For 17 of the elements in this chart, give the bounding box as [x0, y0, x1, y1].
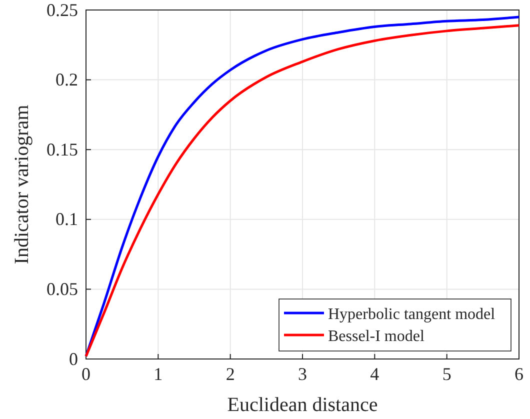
y-tick-label: 0.15: [46, 139, 78, 160]
x-tick-label: 5: [442, 364, 452, 384]
x-tick-label: 3: [298, 364, 307, 384]
y-tick-label: 0: [69, 348, 78, 369]
y-tick-label: 0.1: [56, 209, 78, 230]
x-tick-label: 1: [154, 364, 163, 384]
x-tick-label: 4: [370, 364, 380, 384]
x-axis-title: Euclidean distance: [227, 394, 378, 416]
legend-label: Bessel-I model: [328, 328, 425, 345]
legend-label: Hyperbolic tangent model: [328, 306, 496, 323]
y-tick-label: 0.25: [46, 0, 78, 20]
y-axis-title: Indicator variogram: [11, 104, 33, 264]
y-tick-label: 0.2: [56, 70, 78, 90]
x-tick-label: 2: [226, 364, 235, 384]
y-tick-label: 0.05: [46, 278, 78, 299]
x-tick-label: 0: [82, 364, 90, 384]
x-tick-label: 6: [514, 364, 524, 384]
